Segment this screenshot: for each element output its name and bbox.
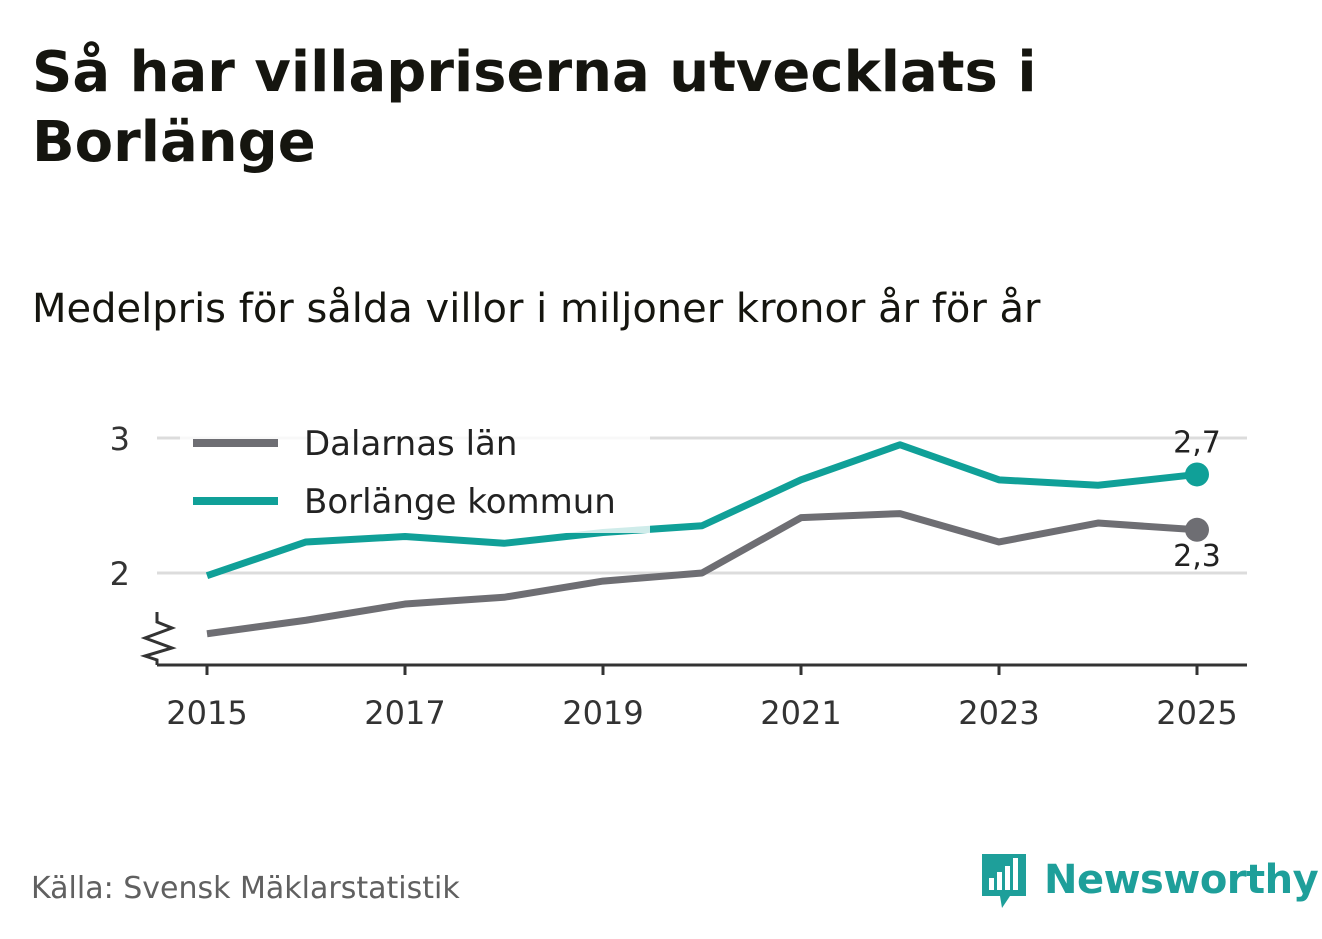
- x-tick-label-2021: 2021: [760, 694, 841, 732]
- x-tick-label-2017: 2017: [364, 694, 445, 732]
- x-tick-label-2015: 2015: [166, 694, 247, 732]
- data-point-dalarnas-lan-2025: [1185, 517, 1209, 542]
- series-layer: [205, 441, 1209, 638]
- legend-background: [180, 418, 650, 533]
- legend: Dalarnas län Borlänge kommun: [180, 418, 650, 533]
- brand-name: Newsworthy: [1044, 857, 1319, 903]
- x-tick-label-2023: 2023: [958, 694, 1039, 732]
- x-tick-label-2019: 2019: [562, 694, 643, 732]
- chart-subtitle: Medelpris för sålda villor i miljoner kr…: [32, 286, 1041, 332]
- x-tick-label-2025: 2025: [1156, 694, 1237, 732]
- newsworthy-logo-icon: [982, 854, 1026, 908]
- legend-label-borlange-kommun: Borlänge kommun: [304, 482, 616, 522]
- data-point-borlange-kommun-2025: [1185, 462, 1209, 487]
- source-note: Källa: Svensk Mäklarstatistik: [31, 871, 460, 906]
- legend-label-dalarnas-lan: Dalarnas län: [304, 424, 517, 464]
- axis-layer: 2 3 2015 2017 2019 2021 2023 2025: [110, 420, 1247, 732]
- brand-logo: Newsworthy: [980, 848, 1319, 912]
- y-tick-label-2: 2: [110, 555, 130, 593]
- chart-title: Så har villapriserna utvecklats i Borlän…: [32, 40, 1037, 175]
- y-axis-break-icon: [140, 612, 177, 665]
- y-tick-label-3: 3: [110, 420, 130, 458]
- end-label-dalarnas-lan: 2,3: [1173, 539, 1221, 574]
- label-layer: 2,3 2,7: [1173, 425, 1221, 573]
- end-label-borlange-kommun: 2,7: [1173, 425, 1221, 460]
